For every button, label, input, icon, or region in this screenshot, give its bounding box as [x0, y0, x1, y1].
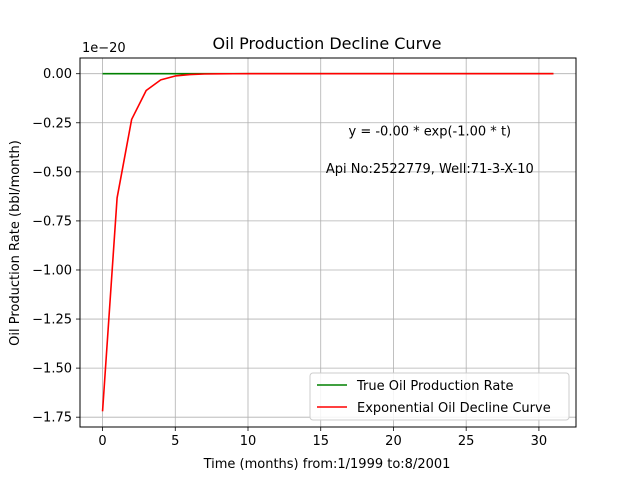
- chart-title: Oil Production Decline Curve: [213, 34, 442, 53]
- plot-frame: [79, 57, 577, 428]
- legend: True Oil Production Rate Exponential Oil …: [309, 372, 570, 421]
- annotation-1: y = -0.00 * exp(-1.00 * t): [349, 125, 512, 140]
- y-axis-label: Oil Production Rate (bbl/month): [8, 140, 23, 346]
- y-tick-label: −0.75: [32, 214, 72, 229]
- x-tick-label: 30: [531, 434, 548, 449]
- x-axis-label: Time (months) from:1/1999 to:8/2001: [203, 457, 451, 472]
- y-axis-offset-label: 1e−20: [82, 41, 126, 56]
- annotations: y = -0.00 * exp(-1.00 * t) Api No:2522779…: [326, 125, 534, 177]
- legend-box: [309, 372, 570, 421]
- y-tick-label: −0.25: [32, 116, 72, 131]
- y-tick-label: −0.50: [32, 165, 72, 180]
- legend-label-2: Exponential Oil Decline Curve: [357, 401, 551, 416]
- x-axis-ticks: 0 5 10 15 20 25 30: [98, 427, 547, 449]
- x-tick-label: 0: [98, 434, 106, 449]
- x-tick-label: 15: [312, 434, 329, 449]
- y-tick-label: −1.00: [32, 263, 72, 278]
- plot-series: [101, 72, 554, 412]
- legend-label-1: True Oil Production Rate: [356, 379, 513, 394]
- x-tick-label: 10: [240, 434, 257, 449]
- annotation-2: Api No:2522779, Well:71-3-X-10: [326, 162, 534, 177]
- x-tick-label: 5: [171, 434, 179, 449]
- y-tick-label: −1.75: [32, 411, 72, 426]
- series-line-2: [101, 72, 554, 412]
- y-axis-ticks: 0.00 −0.25 −0.50 −0.75 −1.00 −1.25 −1.50 −1.75: [32, 67, 80, 426]
- x-tick-label: 25: [458, 434, 475, 449]
- y-tick-label: −1.50: [32, 362, 72, 377]
- x-tick-label: 20: [385, 434, 402, 449]
- y-tick-label: 0.00: [43, 67, 72, 82]
- y-tick-label: −1.25: [32, 313, 72, 328]
